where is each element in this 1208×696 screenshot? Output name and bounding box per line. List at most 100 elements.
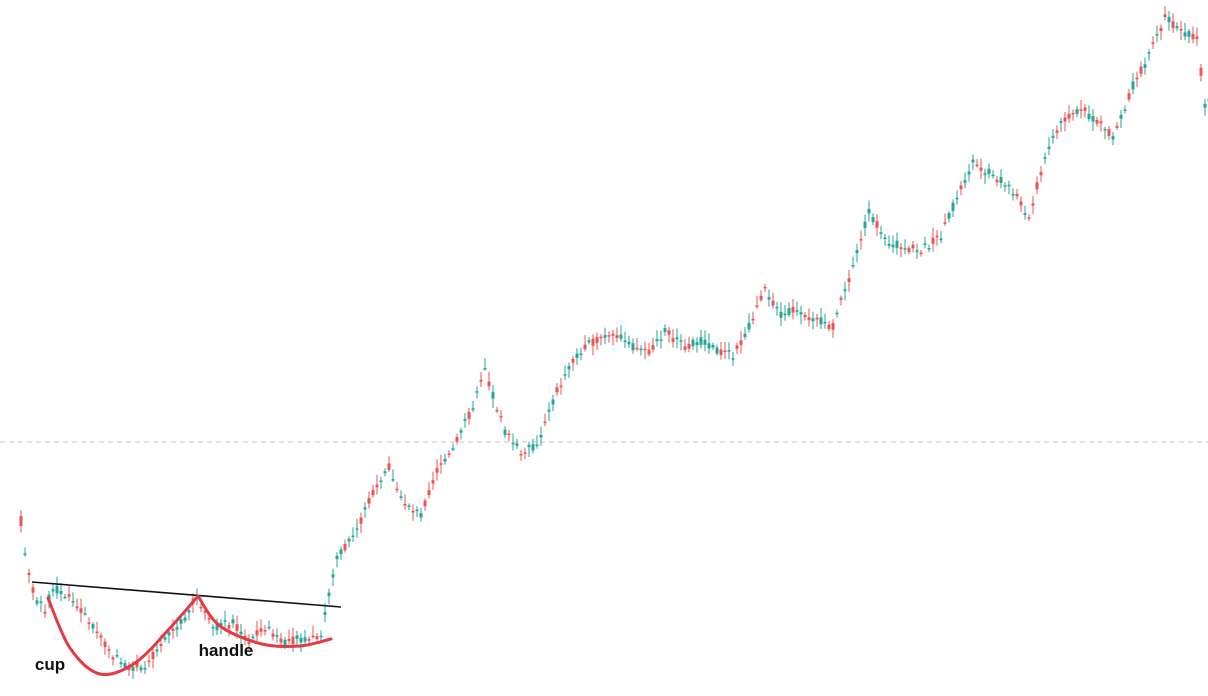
candle-body: [843, 289, 847, 292]
candle-body: [595, 336, 599, 344]
candle-body: [831, 322, 835, 330]
candle-body: [959, 185, 963, 190]
candle-body: [1115, 125, 1119, 128]
handle-label: handle: [199, 641, 254, 660]
candle-body: [1027, 217, 1031, 219]
candle-body: [95, 631, 99, 634]
candle-body: [347, 538, 351, 542]
candle-body: [791, 306, 795, 313]
candle-body: [455, 437, 459, 442]
candle-body: [1163, 14, 1167, 18]
candle-body: [1203, 103, 1207, 108]
candle-body: [923, 243, 927, 245]
candle-body: [335, 556, 339, 560]
candle-body: [1179, 28, 1183, 31]
candle-body: [319, 635, 323, 638]
candle-body: [671, 338, 675, 342]
candle-body: [731, 358, 735, 360]
candle-body: [303, 637, 307, 642]
candle-body: [851, 265, 855, 267]
candle-body: [819, 317, 823, 325]
candle-body: [123, 663, 127, 668]
candle-body: [1199, 67, 1203, 76]
candle-body: [395, 488, 399, 491]
candle-body: [1059, 121, 1063, 123]
candles-group: [19, 6, 1208, 679]
candle-body: [875, 221, 879, 228]
candle-body: [719, 349, 723, 355]
candle-body: [1019, 201, 1023, 206]
candle-body: [675, 337, 679, 340]
candle-body: [387, 463, 391, 470]
candle-body: [955, 197, 959, 200]
candle-body: [943, 222, 947, 224]
candle-body: [27, 572, 31, 576]
candle-body: [379, 480, 383, 483]
candle-body: [783, 313, 787, 316]
candle-body: [343, 543, 347, 551]
candle-body: [627, 341, 631, 345]
candle-body: [711, 344, 715, 348]
candle-body: [555, 387, 559, 393]
candle-body: [1183, 32, 1187, 37]
candle-body: [983, 173, 987, 175]
candle-body: [323, 611, 327, 615]
candle-body: [975, 164, 979, 167]
candle-body: [315, 636, 319, 640]
candle-body: [599, 336, 603, 339]
candle-body: [1023, 213, 1027, 215]
candle-body: [435, 467, 439, 473]
candle-body: [935, 235, 939, 238]
candle-body: [535, 444, 539, 447]
candle-body: [247, 642, 251, 645]
candle-body: [299, 637, 303, 643]
candle-body: [235, 624, 239, 631]
candle-body: [855, 250, 859, 254]
candle-body: [83, 613, 87, 615]
candle-body: [367, 498, 371, 504]
candle-body: [803, 314, 807, 318]
candle-body: [827, 324, 831, 329]
candle-body: [747, 322, 751, 330]
candle-body: [515, 443, 519, 446]
candle-body: [707, 343, 711, 349]
candle-body: [903, 248, 907, 250]
candle-body: [567, 366, 571, 370]
candle-body: [987, 168, 991, 174]
candle-body: [1187, 31, 1191, 37]
candle-body: [295, 635, 299, 639]
candle-body: [203, 610, 207, 613]
candle-body: [431, 480, 435, 484]
candle-body: [655, 339, 659, 342]
candle-body: [19, 516, 23, 526]
candle-body: [687, 343, 691, 349]
candle-body: [439, 463, 443, 465]
candle-body: [691, 339, 695, 347]
candle-body: [59, 590, 63, 595]
candle-body: [107, 649, 111, 651]
candle-body: [475, 391, 479, 393]
candle-body: [879, 232, 883, 234]
candle-body: [451, 448, 455, 450]
candle-body: [131, 666, 135, 671]
candle-body: [443, 458, 447, 462]
candle-body: [871, 217, 875, 223]
candle-body: [1131, 81, 1135, 90]
candle-body: [75, 606, 79, 609]
candle-body: [119, 662, 123, 665]
candle-body: [1063, 117, 1067, 122]
candle-body: [971, 159, 975, 163]
candle-body: [1171, 21, 1175, 29]
candle-body: [751, 318, 755, 321]
candle-body: [411, 510, 415, 513]
candle-body: [471, 408, 475, 410]
candle-body: [259, 628, 263, 632]
candle-body: [615, 335, 619, 338]
candle-body: [143, 667, 147, 670]
candle-body: [859, 238, 863, 241]
candle-body: [495, 409, 499, 412]
candle-body: [519, 454, 523, 456]
candle-body: [619, 334, 623, 339]
candle-body: [963, 180, 967, 183]
